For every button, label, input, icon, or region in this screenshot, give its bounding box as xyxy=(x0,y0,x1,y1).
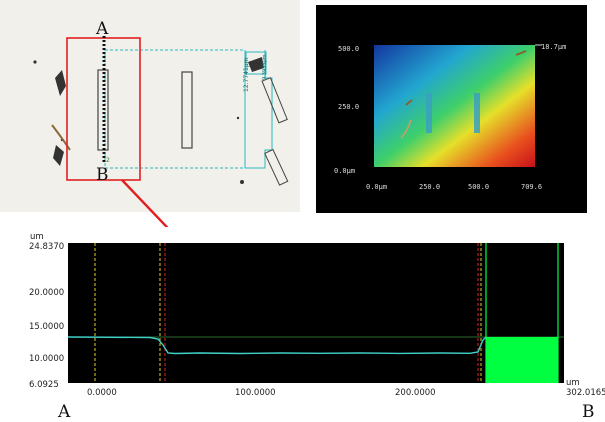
optical-micrograph: 12.7741μm 9.3933μm 2 A B xyxy=(0,0,300,212)
map-y-tick-0: 0.0μm xyxy=(334,167,355,175)
profile-fill-region xyxy=(486,337,558,383)
profile-end-b-label: B xyxy=(582,402,595,422)
x-tick-100: 100.0000 xyxy=(235,388,276,398)
map-x-tick-709: 709.6 xyxy=(521,183,542,191)
y-tick-min: 6.0925 xyxy=(29,380,59,390)
y-tick-max: 24.8370 xyxy=(29,242,64,252)
map-x-tick-0: 0.0μm xyxy=(366,183,387,191)
y-unit-label: um xyxy=(30,232,44,242)
x-tick-200: 200.0000 xyxy=(395,388,436,398)
x-unit-label: um xyxy=(566,378,580,388)
profile-trace xyxy=(67,336,487,355)
height-map-image xyxy=(374,45,535,167)
debris-particles xyxy=(33,57,264,184)
map-y-tick-500: 500.0 xyxy=(338,45,359,53)
y-tick-20: 20.0000 xyxy=(29,288,64,298)
profile-end-a-label: A xyxy=(57,402,71,422)
map-y-tick-250: 250.0 xyxy=(338,103,359,111)
x-tick-max: 302.0165 xyxy=(566,388,605,398)
point-b-label: B xyxy=(96,165,109,185)
x-tick-0: 0.0000 xyxy=(87,388,117,398)
height-map-panel: 18.7μm 500.0 250.0 0.0μm 0.0μm 250.0 500… xyxy=(316,5,587,213)
map-x-tick-250: 250.0 xyxy=(419,183,440,191)
dimension-right-label: 9.3933μm xyxy=(262,54,268,80)
point-a-label: A xyxy=(95,19,109,39)
height-profile-panel: um 24.8370 20.0000 15.0000 10.0000 6.092… xyxy=(0,227,605,422)
z-max-label: 18.7μm xyxy=(541,43,566,51)
dimension-vertical-label: 12.7741μm xyxy=(243,57,250,92)
y-tick-10: 10.0000 xyxy=(29,354,64,364)
scan-end-marker: 2 xyxy=(106,157,110,164)
y-tick-15: 15.0000 xyxy=(29,322,64,332)
trench-feature-2 xyxy=(181,71,193,149)
map-x-tick-500: 500.0 xyxy=(468,183,489,191)
